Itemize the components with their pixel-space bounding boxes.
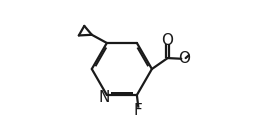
Text: O: O	[162, 33, 174, 48]
Text: N: N	[99, 90, 110, 105]
Text: O: O	[178, 51, 190, 66]
Text: F: F	[134, 103, 143, 118]
